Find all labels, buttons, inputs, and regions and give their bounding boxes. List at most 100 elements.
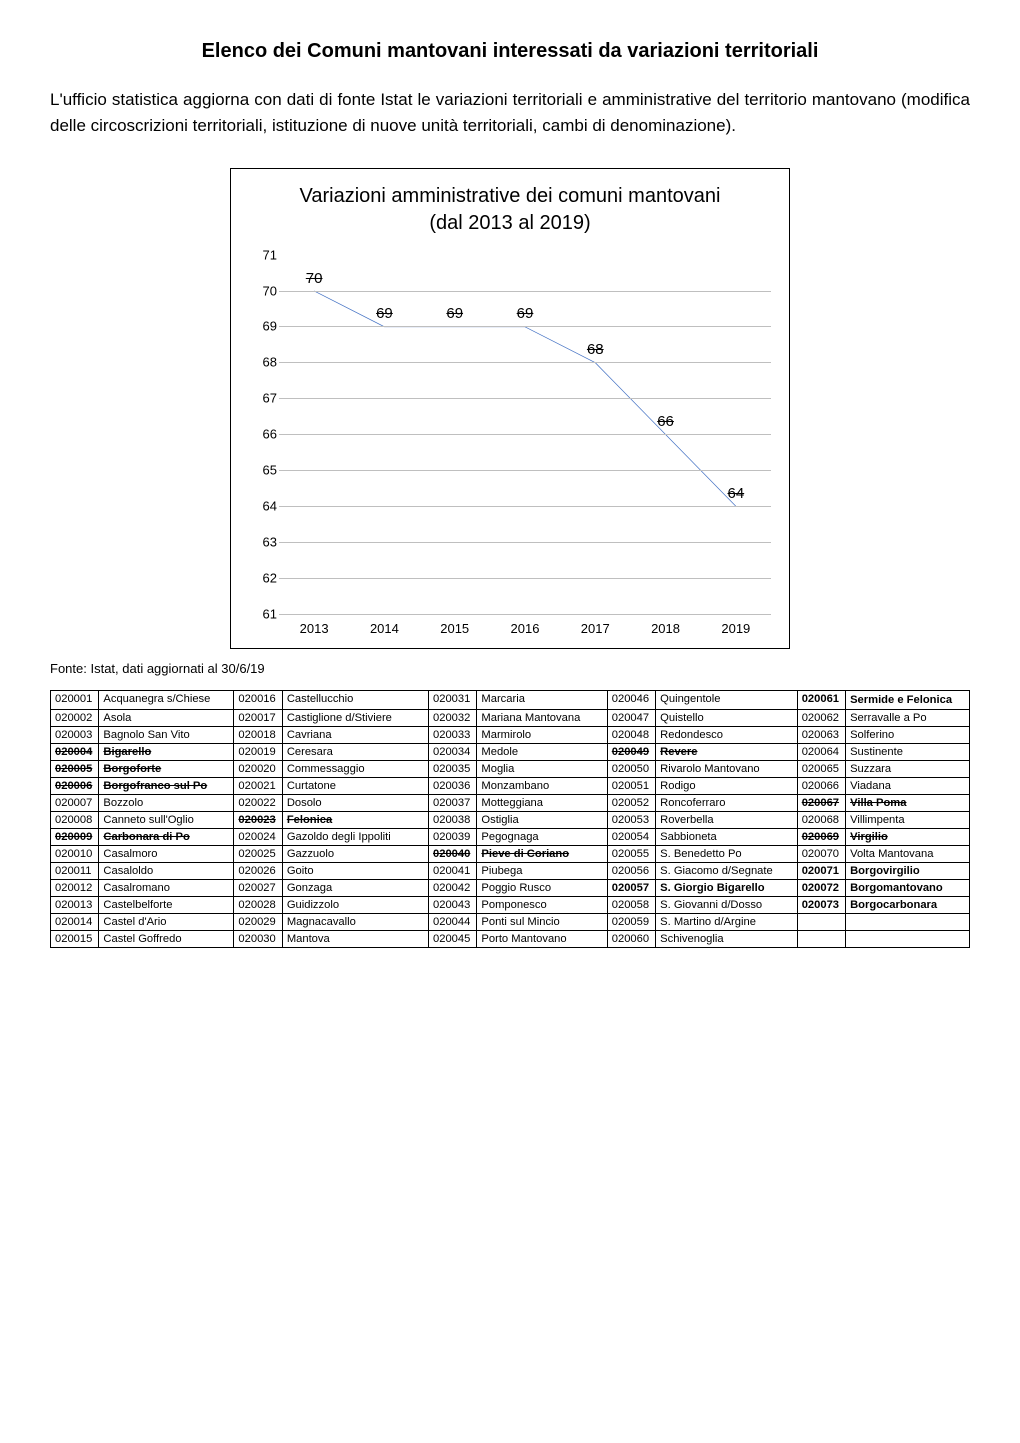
comune-code: 020014 <box>51 913 99 930</box>
comune-name: Suzzara <box>846 760 970 777</box>
comune-code: 020007 <box>51 794 99 811</box>
comune-code: 020024 <box>234 828 282 845</box>
comune-name: S. Giovanni d/Dosso <box>656 896 798 913</box>
comune-code: 020008 <box>51 811 99 828</box>
comune-name: Asola <box>99 709 234 726</box>
chart-y-tick: 63 <box>263 534 277 549</box>
comune-name: Goito <box>282 862 428 879</box>
comune-name: Castellucchio <box>282 690 428 709</box>
comune-name: Quingentole <box>656 690 798 709</box>
comune-name: Rivarolo Mantovano <box>656 760 798 777</box>
comune-code: 020039 <box>429 828 477 845</box>
chart-x-axis-labels: 2013201420152016201720182019 <box>279 621 771 636</box>
chart-data-label: 64 <box>728 485 745 502</box>
comune-name: Villa Poma <box>846 794 970 811</box>
comune-code: 020059 <box>607 913 655 930</box>
comune-name: Guidizzolo <box>282 896 428 913</box>
comune-name: Mariana Mantovana <box>477 709 607 726</box>
chart-x-tick: 2019 <box>721 621 750 636</box>
comune-code: 020009 <box>51 828 99 845</box>
comune-name: Casaloldo <box>99 862 234 879</box>
comune-code: 020053 <box>607 811 655 828</box>
chart-y-tick: 71 <box>263 247 277 262</box>
comune-name: Ceresara <box>282 743 428 760</box>
comune-code: 020031 <box>429 690 477 709</box>
comune-code: 020003 <box>51 726 99 743</box>
comune-name: Pegognaga <box>477 828 607 845</box>
page-title: Elenco dei Comuni mantovani interessati … <box>50 40 970 63</box>
comune-name: Casalromano <box>99 879 234 896</box>
table-row: 020009Carbonara di Po020024Gazoldo degli… <box>51 828 970 845</box>
comune-name: Castiglione d/Stiviere <box>282 709 428 726</box>
source-note: Fonte: Istat, dati aggiornati al 30/6/19 <box>50 661 970 676</box>
comune-code: 020012 <box>51 879 99 896</box>
chart-title-line2: (dal 2013 al 2019) <box>429 212 590 234</box>
comune-code: 020072 <box>797 879 845 896</box>
chart-data-label: 66 <box>657 413 674 430</box>
comune-code: 020027 <box>234 879 282 896</box>
comune-code: 020043 <box>429 896 477 913</box>
comune-name: Acquanegra s/Chiese <box>99 690 234 709</box>
comune-name: Borgocarbonara <box>846 896 970 913</box>
comune-name: Poggio Rusco <box>477 879 607 896</box>
comune-name: Schivenoglia <box>656 930 798 947</box>
comune-code: 020035 <box>429 760 477 777</box>
table-row: 020003Bagnolo San Vito020018Cavriana0200… <box>51 726 970 743</box>
comune-name: S. Martino d/Argine <box>656 913 798 930</box>
chart-y-tick: 67 <box>263 391 277 406</box>
table-row: 020002Asola020017Castiglione d/Stiviere0… <box>51 709 970 726</box>
chart-y-tick: 66 <box>263 427 277 442</box>
comune-code: 020011 <box>51 862 99 879</box>
chart-data-label: 69 <box>376 305 393 322</box>
comune-code: 020025 <box>234 845 282 862</box>
comune-name: Felonica <box>282 811 428 828</box>
comune-name: Curtatone <box>282 777 428 794</box>
comune-code: 020010 <box>51 845 99 862</box>
comune-name: S. Giacomo d/Segnate <box>656 862 798 879</box>
table-row: 020014Castel d'Ario020029Magnacavallo020… <box>51 913 970 930</box>
comune-name: Carbonara di Po <box>99 828 234 845</box>
comune-name: Motteggiana <box>477 794 607 811</box>
intro-paragraph: L'ufficio statistica aggiorna con dati d… <box>50 87 970 140</box>
comune-code: 020051 <box>607 777 655 794</box>
comune-code: 020040 <box>429 845 477 862</box>
chart-grid-line <box>279 614 771 615</box>
chart-grid-line <box>279 542 771 543</box>
comune-name: Viadana <box>846 777 970 794</box>
comune-code: 020045 <box>429 930 477 947</box>
comune-code: 020068 <box>797 811 845 828</box>
table-row: 020012Casalromano020027Gonzaga020042Pogg… <box>51 879 970 896</box>
comune-code: 020066 <box>797 777 845 794</box>
comune-code: 020044 <box>429 913 477 930</box>
chart-y-tick: 69 <box>263 319 277 334</box>
comune-name: Bagnolo San Vito <box>99 726 234 743</box>
comune-name <box>846 913 970 930</box>
chart-x-tick: 2015 <box>440 621 469 636</box>
comune-name: Moglia <box>477 760 607 777</box>
comune-code: 020002 <box>51 709 99 726</box>
comune-name: Porto Mantovano <box>477 930 607 947</box>
comune-code: 020037 <box>429 794 477 811</box>
comune-name: Borgomantovano <box>846 879 970 896</box>
chart-y-axis-labels: 6162636465666768697071 <box>249 255 277 614</box>
table-row: 020008Canneto sull'Oglio020023Felonica02… <box>51 811 970 828</box>
comune-code: 020029 <box>234 913 282 930</box>
comune-name: Dosolo <box>282 794 428 811</box>
comune-name: Castelbelforte <box>99 896 234 913</box>
table-row: 020004Bigarello020019Ceresara020034Medol… <box>51 743 970 760</box>
comune-code: 020017 <box>234 709 282 726</box>
comune-name: Roverbella <box>656 811 798 828</box>
comune-code: 020061 <box>797 690 845 709</box>
chart-data-label: 68 <box>587 341 604 358</box>
comune-code: 020050 <box>607 760 655 777</box>
comuni-table: 020001Acquanegra s/Chiese020016Castelluc… <box>50 690 970 948</box>
comune-name: Mantova <box>282 930 428 947</box>
chart-x-tick: 2018 <box>651 621 680 636</box>
comune-name: Pieve di Coriano <box>477 845 607 862</box>
comune-code: 020018 <box>234 726 282 743</box>
chart-y-tick: 65 <box>263 463 277 478</box>
table-row: 020001Acquanegra s/Chiese020016Castelluc… <box>51 690 970 709</box>
comune-code: 020065 <box>797 760 845 777</box>
comune-name: Borgoforte <box>99 760 234 777</box>
chart-y-tick: 70 <box>263 283 277 298</box>
